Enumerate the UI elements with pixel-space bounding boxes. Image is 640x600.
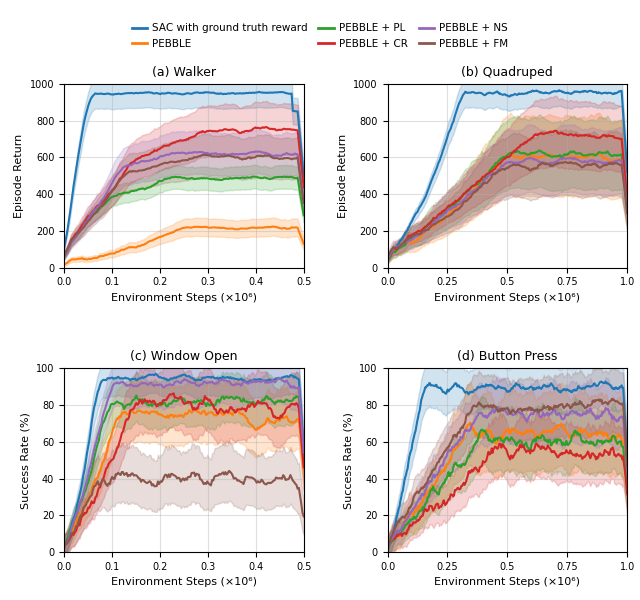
Y-axis label: Success Rate (%): Success Rate (%): [344, 412, 354, 509]
X-axis label: Environment Steps (×10⁶): Environment Steps (×10⁶): [111, 293, 257, 303]
Title: (d) Button Press: (d) Button Press: [457, 350, 557, 363]
Title: (b) Quadruped: (b) Quadruped: [461, 65, 553, 79]
X-axis label: Environment Steps (×10⁶): Environment Steps (×10⁶): [435, 293, 580, 303]
Title: (a) Walker: (a) Walker: [152, 65, 216, 79]
X-axis label: Environment Steps (×10⁶): Environment Steps (×10⁶): [111, 577, 257, 587]
Y-axis label: Success Rate (%): Success Rate (%): [20, 412, 30, 509]
Y-axis label: Episode Return: Episode Return: [14, 134, 24, 218]
X-axis label: Environment Steps (×10⁶): Environment Steps (×10⁶): [435, 577, 580, 587]
Y-axis label: Episode Return: Episode Return: [338, 134, 348, 218]
Title: (c) Window Open: (c) Window Open: [130, 350, 237, 363]
Legend: SAC with ground truth reward, PEBBLE, PEBBLE + PL, PEBBLE + CR, PEBBLE + NS, PEB: SAC with ground truth reward, PEBBLE, PE…: [127, 19, 513, 53]
